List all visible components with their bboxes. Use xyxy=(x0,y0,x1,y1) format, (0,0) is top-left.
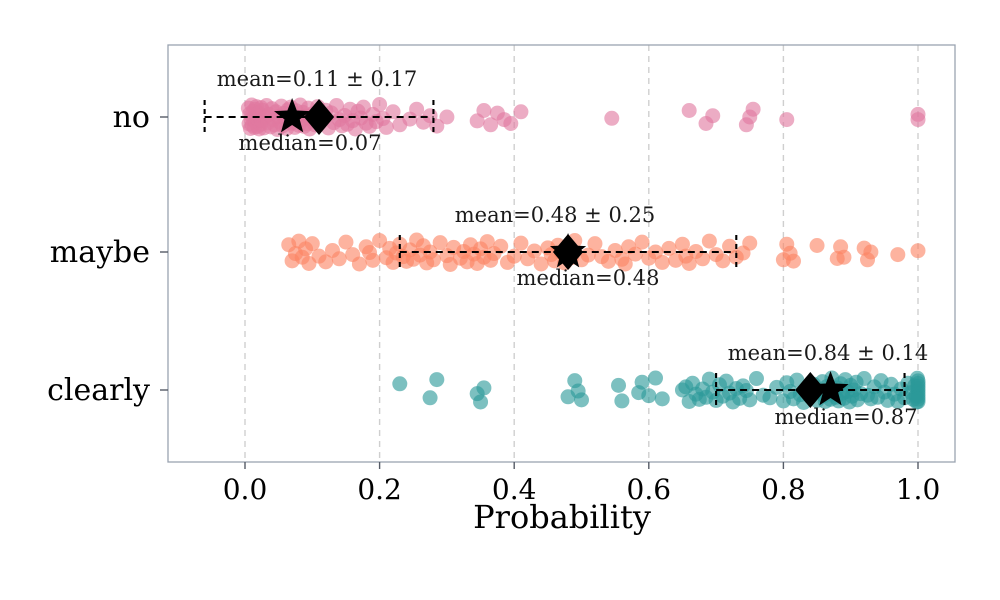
data-point xyxy=(627,246,643,262)
data-point xyxy=(422,390,438,406)
data-point xyxy=(856,371,872,387)
data-point xyxy=(779,112,795,128)
summary-markers-no xyxy=(274,98,335,135)
data-point xyxy=(701,233,717,249)
x-tick-label-0.0: 0.0 xyxy=(223,473,268,506)
median-star-marker xyxy=(274,98,311,133)
data-point xyxy=(351,256,367,272)
data-point xyxy=(634,374,650,390)
data-point xyxy=(910,394,926,410)
data-point xyxy=(378,119,394,135)
data-point xyxy=(476,103,492,118)
x-tick-label-0.4: 0.4 xyxy=(492,473,537,506)
annotation-mean-maybe: mean=0.48 ± 0.25 xyxy=(455,203,655,227)
data-point xyxy=(574,392,589,408)
data-point xyxy=(476,380,492,396)
data-point xyxy=(372,233,388,249)
data-point xyxy=(432,235,448,251)
x-tick-label-0.8: 0.8 xyxy=(761,473,806,506)
data-point xyxy=(722,238,738,254)
errorbar-clearly xyxy=(715,373,906,407)
data-point xyxy=(331,251,347,267)
data-point xyxy=(392,376,408,392)
scatter-group-clearly xyxy=(392,370,926,410)
median-star-marker xyxy=(812,371,849,406)
data-point xyxy=(304,236,320,252)
data-point xyxy=(910,106,926,122)
data-point xyxy=(503,116,519,131)
annotation-mean-clearly: mean=0.84 ± 0.14 xyxy=(728,341,928,365)
x-tick-label-0.6: 0.6 xyxy=(627,473,672,506)
data-point xyxy=(742,392,758,408)
data-point xyxy=(748,371,764,387)
data-point xyxy=(674,236,690,252)
data-point xyxy=(890,247,906,263)
data-point xyxy=(372,97,388,113)
data-point xyxy=(365,252,381,268)
data-point xyxy=(429,372,445,388)
data-point xyxy=(614,393,630,409)
data-point xyxy=(809,238,825,253)
data-point xyxy=(648,370,664,386)
annotation-mean-no: mean=0.11 ± 0.17 xyxy=(217,67,417,91)
data-point xyxy=(479,234,495,250)
annotation-median-clearly: median=0.87 xyxy=(775,405,918,429)
summary-markers-layer xyxy=(274,98,849,408)
data-point xyxy=(483,117,499,133)
data-point xyxy=(604,110,620,126)
data-point xyxy=(473,394,489,410)
data-point xyxy=(695,251,711,267)
data-point xyxy=(425,252,441,268)
annotation-median-maybe: median=0.48 xyxy=(517,266,660,290)
data-point xyxy=(910,243,926,259)
data-point xyxy=(617,256,633,272)
data-point xyxy=(863,244,879,260)
x-axis-tick-labels: 0.0 0.2 0.4 0.6 0.8 1.0 xyxy=(223,462,941,506)
data-point xyxy=(742,235,758,251)
annotation-median-no: median=0.07 xyxy=(239,131,382,155)
data-point xyxy=(654,254,670,270)
data-point xyxy=(611,377,627,393)
data-point xyxy=(681,103,697,118)
data-point xyxy=(654,391,670,407)
data-point xyxy=(409,101,425,117)
data-point xyxy=(745,101,761,117)
data-point xyxy=(705,108,721,124)
data-point xyxy=(715,253,731,269)
y-tick-label-no: no xyxy=(113,100,150,135)
data-point xyxy=(600,253,616,269)
data-point xyxy=(533,256,549,272)
x-axis-title: Probability xyxy=(473,498,651,536)
data-point xyxy=(641,388,657,404)
axes-frame xyxy=(167,44,956,463)
median-star-marker xyxy=(549,233,587,268)
data-point xyxy=(634,234,650,250)
y-axis-tick-labels: no maybe clearly xyxy=(47,100,168,408)
data-point xyxy=(338,234,354,250)
y-tick-label-clearly: clearly xyxy=(47,373,150,408)
data-point xyxy=(493,238,509,254)
x-tick-label-0.2: 0.2 xyxy=(357,473,402,506)
summary-markers-maybe xyxy=(549,233,587,270)
data-point xyxy=(513,235,529,251)
data-point xyxy=(785,253,801,269)
data-point xyxy=(513,104,529,120)
data-point xyxy=(385,104,401,120)
data-point xyxy=(587,236,603,252)
data-point xyxy=(681,255,697,271)
x-tick-label-1.0: 1.0 xyxy=(896,473,941,506)
data-point xyxy=(329,98,345,114)
summary-markers-clearly xyxy=(795,371,849,408)
mean-diamond-marker xyxy=(795,372,826,408)
data-point xyxy=(439,109,455,125)
data-point xyxy=(836,249,852,265)
mean-diamond-marker xyxy=(303,99,335,135)
data-point xyxy=(318,254,334,270)
statistic-annotations: mean=0.11 ± 0.17 median=0.07 mean=0.48 ± 0… xyxy=(217,67,928,429)
data-point xyxy=(506,248,522,264)
y-tick-label-maybe: maybe xyxy=(50,235,150,270)
